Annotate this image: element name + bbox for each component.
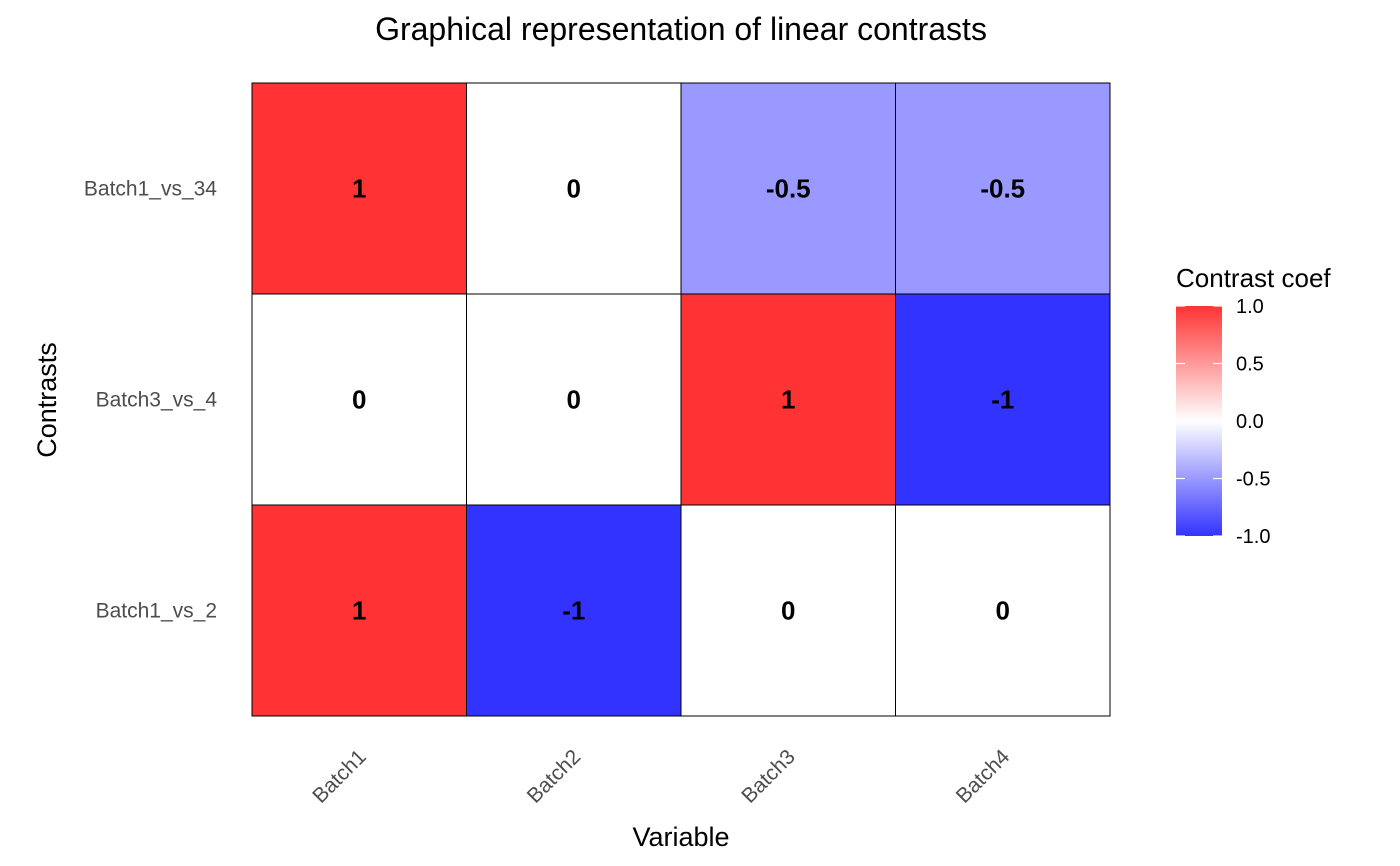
legend-tick-label: 1.0 [1236,296,1264,318]
legend-tick-label: -1.0 [1236,526,1270,548]
heatmap-cell [251,293,467,506]
x-tick-label: Batch4 [952,745,1015,808]
heatmap-cell [895,504,1111,717]
legend-tick-label: -0.5 [1236,469,1270,491]
y-tick-label: Batch1_vs_34 [84,178,217,201]
chart-title: Graphical representation of linear contr… [375,11,987,47]
legend-tick-label: 0.0 [1236,411,1264,433]
cell-value-label: 1 [781,385,795,415]
x-tick-label: Batch2 [523,745,586,808]
y-tick-label: Batch1_vs_2 [96,600,217,623]
x-axis-title: Variable [632,822,729,852]
cell-value-label: -0.5 [980,174,1025,204]
heatmap-cell [251,504,467,717]
legend-ticks: 1.0 0.5 0.0 -0.5 -1.0 [1176,296,1270,548]
cell-value-label: 1 [352,596,366,626]
heatmap-cell [895,82,1111,295]
y-tick-label: Batch3_vs_4 [96,389,218,412]
x-tick-label: Batch3 [737,745,800,808]
cell-value-label: 0 [567,174,581,204]
cell-value-label: 0 [352,385,366,415]
heatmap-cell-labels: 1 0 -0.5 -0.5 0 0 1 -1 1 -1 0 0 [352,174,1025,626]
cell-value-label: 0 [996,596,1010,626]
cell-value-label: -1 [991,385,1014,415]
heatmap-cell [466,504,682,717]
cell-value-label: -1 [562,596,585,626]
color-legend: Contrast coef 1.0 0.5 0.0 -0.5 -1.0 [1176,263,1331,548]
x-axis-tick-labels: Batch1 Batch2 Batch3 Batch4 [308,745,1014,808]
heatmap-cell [251,82,467,295]
legend-tick-label: 0.5 [1236,354,1264,376]
legend-title: Contrast coef [1176,263,1331,293]
heatmap-cell [680,82,896,295]
heatmap-cell [895,293,1111,506]
cell-value-label: 1 [352,174,366,204]
heatmap-cell [466,293,682,506]
cell-value-label: -0.5 [766,174,811,204]
cell-value-label: 0 [781,596,795,626]
y-axis-tick-labels: Batch1_vs_34 Batch3_vs_4 Batch1_vs_2 [84,178,217,623]
y-axis-title: Contrasts [32,342,62,458]
heatmap-cells [251,82,1111,717]
heatmap-cell [680,293,896,506]
x-tick-label: Batch1 [308,745,371,808]
heatmap-cell [466,82,682,295]
cell-value-label: 0 [567,385,581,415]
